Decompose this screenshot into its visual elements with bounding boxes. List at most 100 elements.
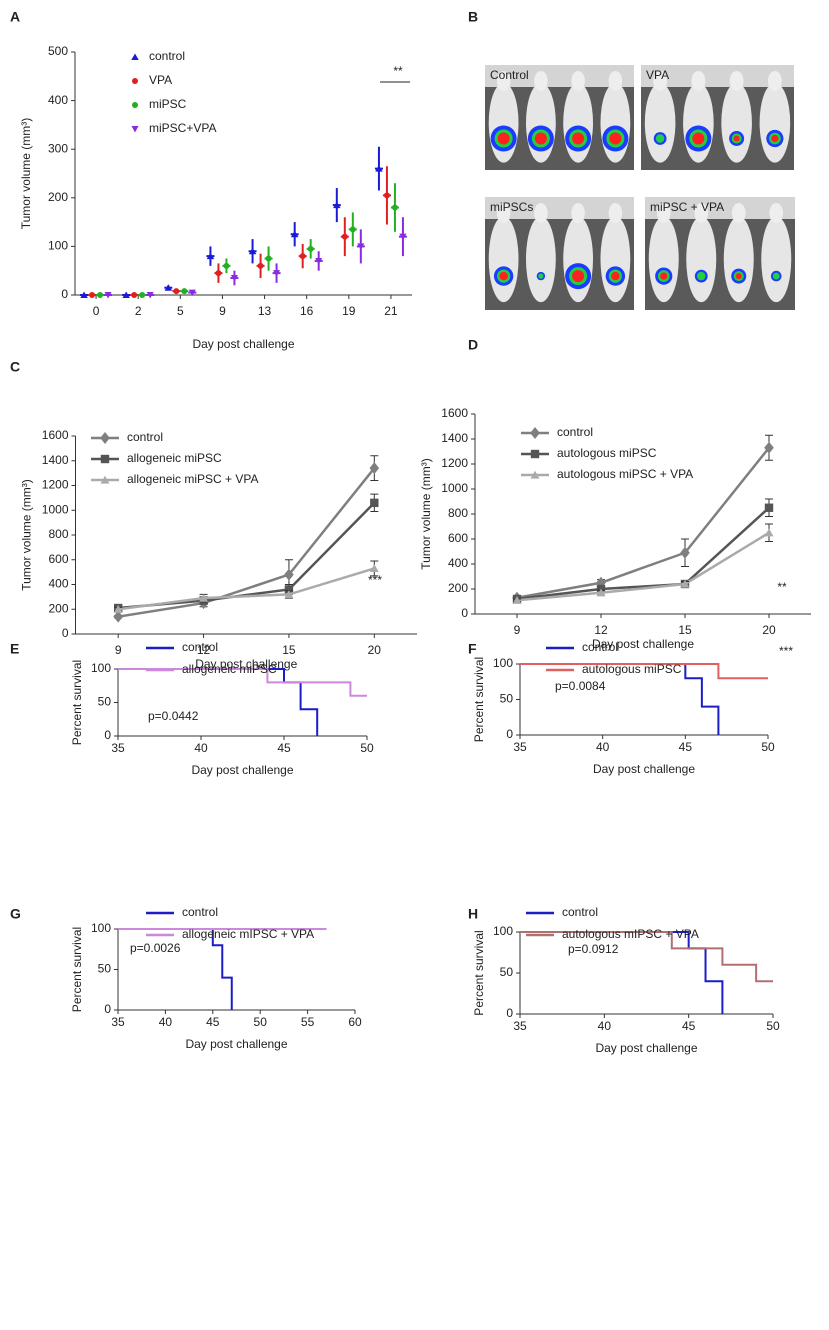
survival-curve — [520, 931, 773, 983]
mouse — [488, 216, 519, 303]
image-label: VPA — [646, 68, 669, 82]
signal — [771, 134, 779, 143]
x-tick-label: 0 — [93, 304, 100, 318]
signal — [611, 271, 620, 281]
panel-label: C — [10, 359, 20, 375]
legend-label: control — [562, 905, 598, 919]
marker — [530, 449, 540, 459]
y-axis-label: Tumor volume (mm³) — [20, 479, 34, 591]
legend-label: autologous miPSC + VPA — [557, 467, 693, 481]
annotation: p=0.0912 — [568, 942, 619, 956]
legend-label: allogeneic mIPSC + VPA — [182, 927, 314, 941]
y-tick-label: 400 — [48, 577, 68, 591]
y-tick-label: 1200 — [42, 478, 69, 492]
x-tick-label: 15 — [282, 643, 296, 657]
y-tick-label: 50 — [500, 965, 514, 979]
mouse — [563, 216, 594, 303]
signal — [499, 271, 508, 281]
mouse-head — [534, 71, 548, 91]
mouse-head — [571, 71, 585, 91]
marker — [341, 233, 348, 240]
signal — [609, 132, 622, 145]
signal — [697, 271, 706, 281]
y-tick-label: 1600 — [441, 406, 468, 420]
x-tick-label: 45 — [682, 1019, 696, 1033]
y-tick-label: 600 — [448, 531, 468, 545]
y-tick-label: 800 — [48, 527, 68, 541]
marker — [764, 441, 774, 454]
marker — [375, 165, 383, 172]
marker — [273, 270, 281, 277]
marker — [299, 253, 306, 260]
mouse-head — [731, 203, 746, 223]
x-tick-label: 20 — [762, 623, 776, 637]
y-tick-label: 200 — [448, 581, 468, 595]
annotation: p=0.0084 — [555, 679, 606, 693]
marker — [223, 262, 230, 269]
marker — [284, 585, 294, 594]
y-tick-label: 1600 — [42, 428, 69, 442]
mouse-head — [653, 71, 668, 91]
y-tick-label: 50 — [500, 692, 514, 706]
legend-label: autologous miPSC — [557, 446, 657, 460]
marker — [284, 590, 294, 598]
y-tick-label: 400 — [448, 556, 468, 570]
legend-label: VPA — [149, 73, 172, 87]
signal — [735, 273, 742, 280]
marker — [146, 292, 154, 299]
x-tick-label: 45 — [277, 741, 291, 755]
mouse — [686, 216, 717, 303]
marker — [680, 546, 690, 559]
x-tick-label: 13 — [258, 304, 272, 318]
signal — [572, 270, 585, 283]
y-axis-label: Percent survival — [70, 927, 84, 1012]
y-tick-label: 50 — [98, 695, 112, 709]
marker — [89, 292, 96, 298]
marker — [764, 503, 774, 512]
marker — [357, 243, 365, 250]
signal — [655, 134, 665, 143]
x-tick-label: 50 — [761, 740, 775, 754]
marker — [164, 284, 173, 291]
x-tick-label: 21 — [384, 304, 398, 318]
y-axis-label: Percent survival — [70, 660, 84, 745]
marker — [349, 226, 356, 233]
x-tick-label: 35 — [111, 1015, 125, 1029]
image-label: miPSCs — [490, 200, 533, 214]
mouse — [723, 216, 754, 303]
image-label: Control — [490, 68, 529, 82]
x-tick-label: 35 — [513, 740, 527, 754]
x-tick-label: 9 — [514, 623, 521, 637]
y-tick-label: 100 — [493, 656, 513, 670]
y-axis-label: Percent survival — [472, 657, 486, 742]
mouse — [761, 216, 792, 303]
marker — [215, 270, 222, 277]
mouse — [721, 82, 752, 163]
x-tick-label: 55 — [301, 1015, 315, 1029]
marker — [100, 475, 110, 484]
marker — [80, 291, 88, 298]
panel-label: H — [468, 906, 478, 922]
legend-label: allogeneic miPSC — [127, 451, 222, 465]
marker — [188, 289, 196, 297]
y-tick-label: 0 — [506, 727, 513, 741]
marker — [290, 230, 299, 238]
series-line — [516, 506, 770, 601]
survival-curve — [520, 663, 768, 680]
x-tick-label: 45 — [679, 740, 693, 754]
y-tick-label: 100 — [91, 921, 111, 935]
marker — [132, 102, 138, 108]
legend-label: control — [182, 640, 218, 654]
signal — [572, 132, 585, 145]
x-tick-label: 12 — [197, 643, 211, 657]
legend-label: control — [182, 905, 218, 919]
x-tick-label: 20 — [368, 643, 382, 657]
x-axis-label: Day post challenge — [593, 762, 695, 776]
signal — [692, 132, 705, 145]
x-tick-label: 50 — [360, 741, 374, 755]
x-tick-label: 60 — [348, 1015, 362, 1029]
marker — [100, 432, 110, 444]
y-tick-label: 0 — [461, 606, 468, 620]
y-tick-label: 200 — [48, 190, 68, 204]
signal — [497, 132, 510, 145]
